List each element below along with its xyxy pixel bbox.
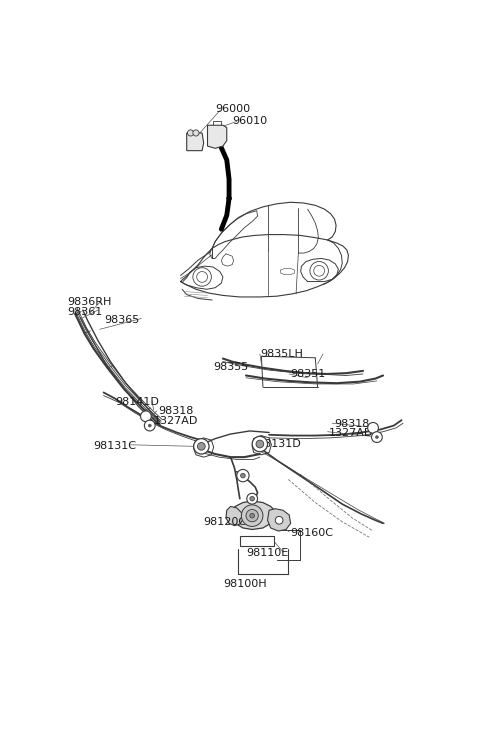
Text: 98318: 98318 bbox=[158, 406, 193, 416]
Text: 96010: 96010 bbox=[232, 116, 267, 126]
Circle shape bbox=[188, 130, 193, 136]
Text: 98365: 98365 bbox=[104, 315, 140, 325]
Polygon shape bbox=[267, 509, 291, 531]
Text: 98141D: 98141D bbox=[115, 397, 159, 407]
Text: 9836RH: 9836RH bbox=[67, 297, 112, 307]
Text: 98318: 98318 bbox=[334, 418, 369, 429]
Circle shape bbox=[246, 510, 258, 522]
Circle shape bbox=[310, 261, 328, 280]
Text: 98100H: 98100H bbox=[224, 579, 267, 589]
Text: 98110E: 98110E bbox=[246, 548, 288, 558]
Circle shape bbox=[141, 411, 151, 422]
Text: 98355: 98355 bbox=[214, 362, 249, 371]
Text: 98160C: 98160C bbox=[291, 528, 334, 538]
Circle shape bbox=[247, 493, 258, 504]
Text: 1327AD: 1327AD bbox=[154, 415, 198, 426]
Text: 98131D: 98131D bbox=[257, 439, 300, 449]
Circle shape bbox=[227, 196, 231, 201]
Polygon shape bbox=[229, 501, 275, 529]
Circle shape bbox=[237, 470, 249, 482]
Polygon shape bbox=[226, 507, 243, 525]
Circle shape bbox=[256, 440, 264, 448]
Circle shape bbox=[241, 505, 263, 526]
Circle shape bbox=[372, 432, 382, 442]
Polygon shape bbox=[207, 125, 227, 148]
Circle shape bbox=[240, 473, 245, 478]
Circle shape bbox=[252, 436, 267, 451]
Text: 98361: 98361 bbox=[67, 307, 103, 317]
Circle shape bbox=[375, 436, 378, 439]
Circle shape bbox=[193, 130, 199, 136]
Text: 9835LH: 9835LH bbox=[260, 350, 303, 359]
Text: 98351: 98351 bbox=[291, 369, 326, 379]
Circle shape bbox=[250, 496, 254, 501]
Circle shape bbox=[314, 266, 324, 276]
Circle shape bbox=[197, 442, 205, 450]
Text: 96000: 96000 bbox=[215, 104, 251, 115]
Text: 98120C: 98120C bbox=[203, 517, 246, 527]
Circle shape bbox=[275, 516, 283, 524]
Circle shape bbox=[250, 513, 254, 518]
Polygon shape bbox=[187, 133, 204, 151]
Circle shape bbox=[197, 272, 207, 282]
Circle shape bbox=[193, 439, 209, 454]
Text: 98131C: 98131C bbox=[94, 441, 136, 451]
Text: 1327AD: 1327AD bbox=[329, 428, 373, 438]
Bar bbox=[240, 535, 274, 547]
Circle shape bbox=[368, 423, 378, 433]
Circle shape bbox=[148, 424, 151, 427]
Circle shape bbox=[144, 421, 155, 431]
Circle shape bbox=[193, 268, 211, 286]
